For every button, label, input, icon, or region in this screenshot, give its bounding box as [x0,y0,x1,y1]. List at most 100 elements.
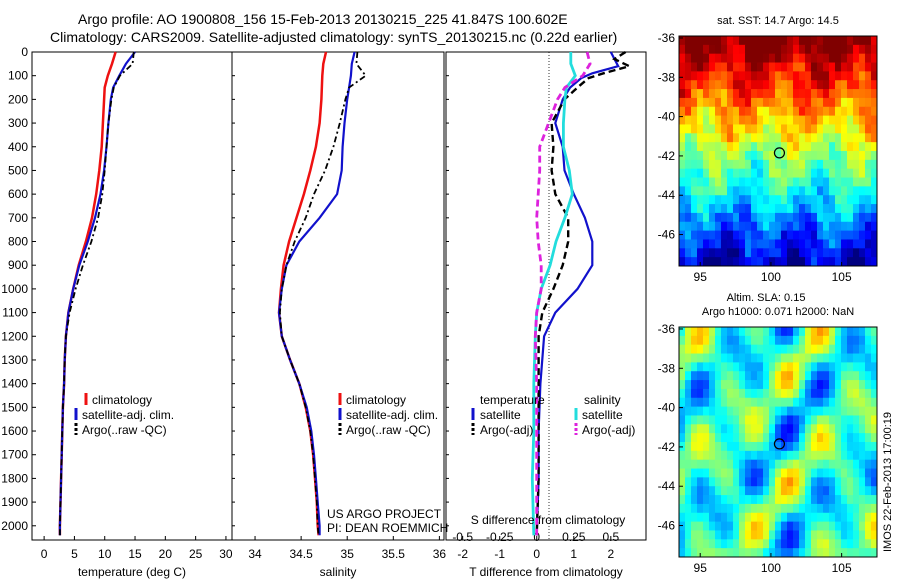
map-cell [733,503,740,514]
map-cell [835,239,842,249]
map-cell [817,539,824,549]
map-cell [775,477,782,487]
map-cell [781,495,788,505]
map-cell [823,512,830,523]
map-cell [697,548,704,558]
map-cell [751,539,758,549]
map-cell [745,186,752,196]
map-cell [793,371,800,381]
map-cell [799,230,806,240]
legend-label: satellite [480,408,521,422]
map-cell [727,353,734,363]
map-cell [853,530,860,540]
map-cell [799,212,806,223]
map-cell [865,133,872,143]
map-cell [775,468,782,478]
map-cell [745,151,752,161]
map-cell [703,159,710,170]
map-cell [745,257,752,267]
map-cell [679,142,686,152]
map-cell [685,53,692,63]
map-cell [787,344,794,354]
map-cell [715,512,722,523]
map-cell [751,195,758,205]
map-cell [685,459,692,469]
map-cell [847,257,854,267]
map-cell [781,486,788,496]
map-cell [835,459,842,469]
map-cell [859,433,866,443]
map-cell [703,415,710,425]
map-cell [721,239,728,249]
map-cell [871,71,878,81]
map-cell [721,186,728,196]
temperature-x-tick-label: 30 [219,547,233,561]
map-cell [787,62,794,72]
map-cell [757,486,764,496]
map-cell [841,353,848,363]
map-cell [847,459,854,469]
map-cell [775,450,782,461]
map-cell [715,380,722,390]
map-cell [757,548,764,558]
map-cell [703,186,710,196]
map-cell [847,71,854,81]
map-cell [763,195,770,205]
map-cell [817,53,824,63]
map-cell [739,115,746,125]
map-cell [829,424,836,434]
map-cell [757,177,764,187]
map-cell [811,151,818,161]
map-cell [781,388,788,399]
difference-xlabel: T difference from climatology [469,565,623,579]
map-cell [733,53,740,63]
map-cell [751,424,758,434]
map-cell [775,221,782,232]
map-cell [709,353,716,363]
map-cell [859,406,866,416]
map-cell [841,344,848,354]
map-cell [829,195,836,205]
map-cell [799,450,806,461]
map-cell [709,159,716,170]
map-cell [823,97,830,108]
map-cell [769,512,776,523]
map-cell [769,186,776,196]
map-cell [811,80,818,90]
map-cell [751,36,758,46]
map-cell [823,151,830,161]
map-cell [775,415,782,425]
map-cell [805,80,812,90]
map-cell [691,468,698,478]
map-cell [847,486,854,496]
map-cell [811,388,818,399]
map-cell [781,468,788,478]
map-cell [805,124,812,134]
map-cell [793,424,800,434]
map-cell [745,450,752,461]
map-cell [823,371,830,381]
difference-x2-tick-label: 0.25 [562,530,586,544]
map-cell [823,62,830,72]
map-cell [721,530,728,540]
map-cell [715,53,722,63]
map-cell [853,53,860,63]
map-cell [733,115,740,125]
map-cell [781,530,788,540]
map-cell [691,459,698,469]
map-cell [787,168,794,178]
map-cell [721,159,728,170]
map-cell [793,177,800,187]
map-cell [721,442,728,452]
map-cell [787,503,794,514]
map-cell [835,195,842,205]
map-cell [703,168,710,178]
map-cell [721,177,728,187]
map-cell [781,106,788,117]
map-cell [697,106,704,117]
map-cell [715,44,722,55]
map-cell [709,44,716,55]
map-cell [751,239,758,249]
map-cell [763,142,770,152]
map-cell [841,495,848,505]
